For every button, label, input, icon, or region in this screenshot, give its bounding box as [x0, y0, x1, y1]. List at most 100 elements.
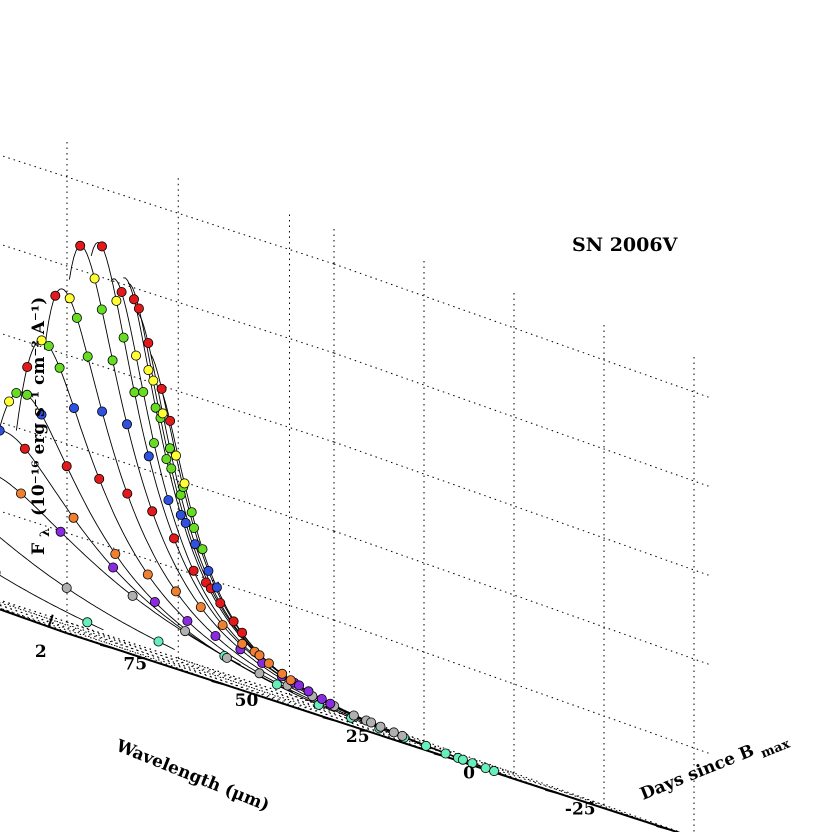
- photometry-point: [150, 402, 161, 413]
- photometry-point: [457, 754, 468, 765]
- photometry-point: [153, 636, 164, 647]
- photometry-point: [36, 409, 47, 420]
- grid-line-back-wall-flux: [333, 441, 713, 577]
- photometry-point: [22, 361, 33, 372]
- photometry-point: [61, 461, 72, 472]
- photometry-point: [147, 506, 158, 517]
- photometry-point: [143, 451, 154, 462]
- photometry-point: [54, 362, 65, 373]
- grid-line-side-wall-flux: [0, 154, 335, 265]
- photometry-point: [254, 668, 265, 679]
- photometry-point: [122, 488, 133, 499]
- photometry-point: [82, 617, 93, 628]
- sed-curve: [44, 288, 396, 736]
- photometry-point: [97, 241, 108, 252]
- photometry-point: [0, 425, 5, 436]
- photometry-point: [19, 443, 30, 454]
- photometry-point: [143, 337, 154, 348]
- photometry-point: [215, 598, 226, 609]
- z-axis-label-units: (10⁻¹⁶ erg s⁻¹ cm⁻² A⁻¹): [29, 297, 49, 516]
- y-tick-mark: [211, 679, 223, 685]
- photometry-point: [148, 438, 159, 449]
- photometry-point: [61, 583, 72, 594]
- y-tick-mark: [544, 788, 557, 794]
- photometry-point: [122, 419, 133, 430]
- grid-line-back-wall-flux: [333, 263, 713, 399]
- y-tick-label: 0: [463, 763, 475, 783]
- photometry-point: [165, 415, 176, 426]
- photometry-point: [210, 631, 221, 642]
- photometry-point: [325, 698, 336, 709]
- photometry-point: [110, 549, 121, 560]
- y-tick-label: 50: [235, 691, 259, 711]
- photometry-point: [440, 748, 451, 759]
- photometry-point: [107, 355, 118, 366]
- y-axis-label-subscript: max: [759, 737, 793, 762]
- photometry-point: [170, 450, 181, 461]
- axes: [0, 608, 681, 832]
- photometry-point: [221, 652, 232, 663]
- sed-curve: [15, 339, 368, 726]
- sed-curve: [158, 384, 511, 778]
- photometry-point: [467, 758, 478, 769]
- photometry-point: [71, 312, 82, 323]
- photometry-point: [228, 616, 239, 627]
- y-tick-label: 25: [346, 727, 370, 747]
- photometry-point: [108, 562, 119, 573]
- photometry-point: [161, 454, 172, 465]
- sed-curve: [68, 245, 421, 745]
- photometry-point: [480, 763, 491, 774]
- photometry-point: [263, 658, 274, 669]
- photometry-point: [348, 710, 359, 721]
- photometry-point: [254, 650, 265, 661]
- photometry-point: [128, 294, 139, 305]
- photometry-point: [127, 590, 138, 601]
- photometry-point: [156, 383, 167, 394]
- photometry-point: [55, 526, 66, 537]
- photometry-point: [397, 730, 408, 741]
- photometry-point: [138, 386, 149, 397]
- photometry-point: [43, 340, 54, 351]
- photometry-point: [96, 304, 107, 315]
- photometry-point: [277, 668, 288, 679]
- y-axis-line: [66, 632, 681, 832]
- y-tick-label: -25: [565, 800, 596, 820]
- grid-line-back-wall-flux: [333, 708, 682, 832]
- photometry-point: [188, 565, 199, 576]
- photometry-point: [197, 544, 208, 555]
- grid-line-side-wall-flux: [0, 243, 335, 354]
- z-axis-label-subscript: λ: [38, 528, 53, 537]
- photometry-point: [118, 332, 129, 343]
- photometry-point: [64, 293, 75, 304]
- photometry-point: [157, 408, 168, 419]
- y-axis-label-text: Days since B: [637, 741, 757, 805]
- x-axis-label: Wavelength (μm): [112, 736, 272, 816]
- photometry-point: [175, 509, 186, 520]
- photometry-point: [237, 627, 248, 638]
- photometry-point: [179, 478, 190, 489]
- photometry-point: [166, 463, 177, 474]
- photometry-point: [188, 523, 199, 534]
- photometry-point: [217, 620, 228, 631]
- photometry-point: [89, 273, 100, 284]
- photometry-point: [11, 387, 22, 398]
- y-tick-mark: [99, 643, 112, 649]
- photometry-point: [489, 766, 500, 777]
- photometry-point: [4, 396, 15, 407]
- x-tick-label: 2: [35, 642, 47, 662]
- photometry-point: [129, 387, 140, 398]
- photometry-point: [164, 443, 175, 454]
- sed-curve: [0, 536, 175, 651]
- grid-line-floor-day: [0, 600, 334, 721]
- photometry-point: [50, 290, 61, 301]
- photometry-point: [203, 565, 214, 576]
- photometry-point: [97, 406, 108, 417]
- photometry-point: [237, 638, 248, 649]
- sed-curve: [90, 241, 443, 753]
- chart-title: SN 2006V: [572, 234, 679, 256]
- sed-curve: [127, 282, 480, 767]
- photometry-point: [75, 240, 86, 251]
- photometry-point: [68, 512, 79, 523]
- photometry-point: [149, 597, 160, 608]
